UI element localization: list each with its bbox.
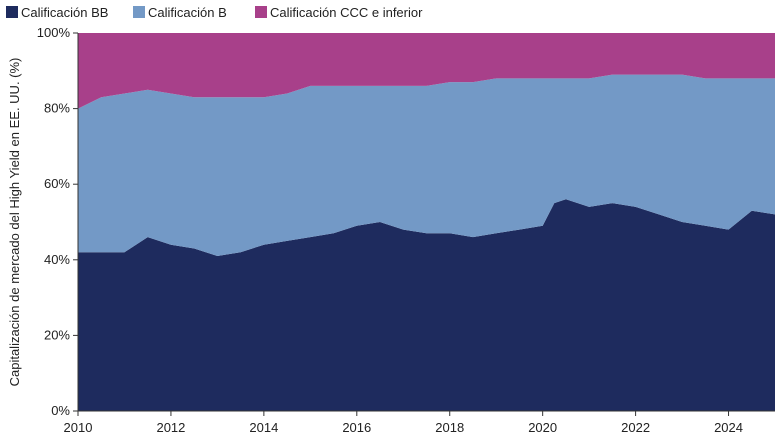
y-tick-label: 40% [44, 252, 70, 267]
x-tick-label: 2010 [64, 420, 93, 435]
legend-label-b: Calificación B [148, 5, 227, 20]
y-tick-label: 100% [37, 25, 71, 40]
x-tick-label: 2020 [528, 420, 557, 435]
legend-label-bb: Calificación BB [21, 5, 108, 20]
x-tick-label: 2014 [249, 420, 278, 435]
y-tick-label: 20% [44, 327, 70, 342]
area-series-ccc [78, 33, 775, 109]
legend: Calificación BB Calificación B Calificac… [6, 5, 423, 20]
x-tick-label: 2016 [342, 420, 371, 435]
legend-swatch-bb [6, 6, 18, 18]
area-series-group [78, 33, 775, 411]
area-series-b [78, 74, 775, 256]
y-axis-title: Capitalización de mercado del High Yield… [7, 58, 22, 387]
legend-swatch-b [133, 6, 145, 18]
axes-group: 0% 20% 40% 60% 80% 100% 2010 2012 2014 2016 2018 20… [37, 25, 775, 435]
legend-swatch-ccc [255, 6, 267, 18]
area-series-bb [78, 199, 775, 411]
y-tick-label: 0% [51, 403, 70, 418]
y-tick-label: 80% [44, 101, 70, 116]
x-tick-label: 2022 [621, 420, 650, 435]
legend-label-ccc: Calificación CCC e inferior [270, 5, 423, 20]
y-tick-label: 60% [44, 176, 70, 191]
x-tick-label: 2024 [714, 420, 743, 435]
x-tick-label: 2018 [435, 420, 464, 435]
x-tick-label: 2012 [156, 420, 185, 435]
